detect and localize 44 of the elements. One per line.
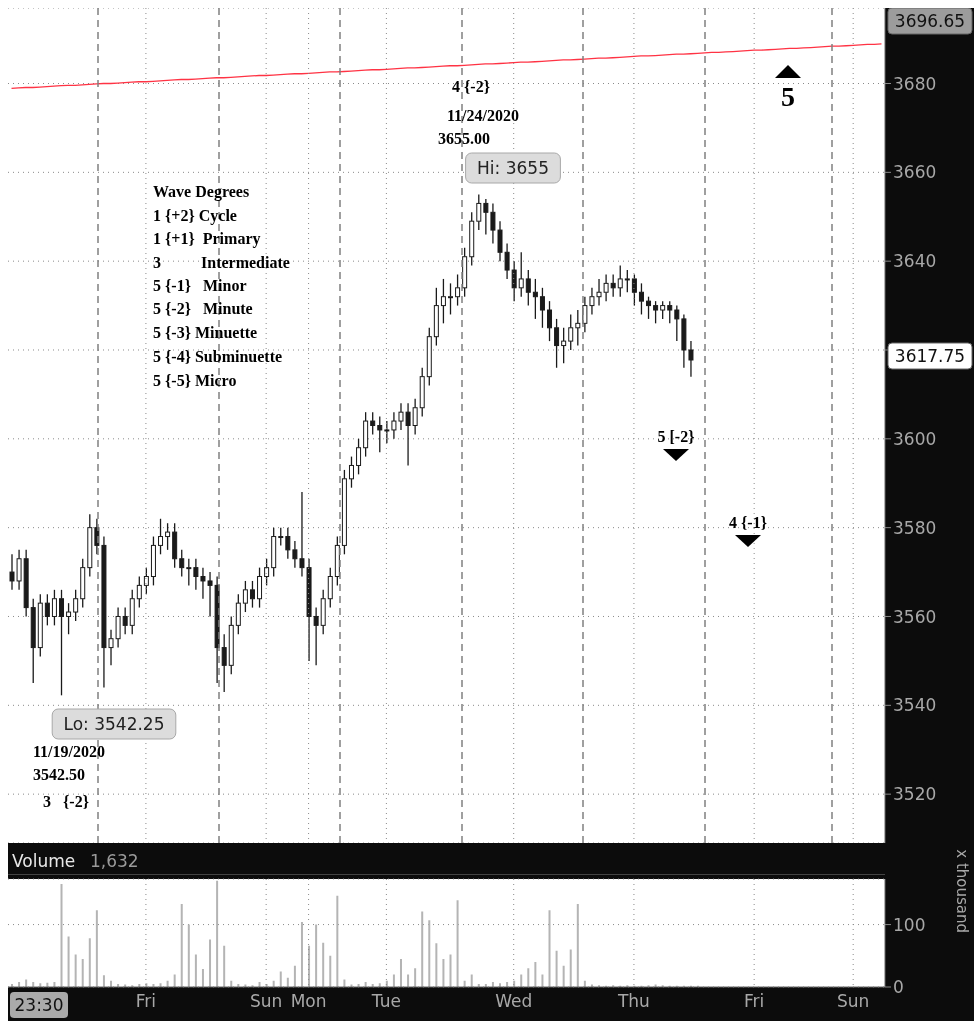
y-tick-label: 3520 <box>893 784 937 805</box>
y-tick-label: 3600 <box>893 428 937 449</box>
x-tick-label: Mon <box>290 991 327 1012</box>
annotation: 5 {-3} Minuette <box>153 323 258 341</box>
annotation: 3542.50 <box>33 765 85 783</box>
annotation: 5 {-5} Micro <box>153 371 237 389</box>
text: 3696.65 <box>894 11 966 31</box>
x-tick-label: Tue <box>370 991 401 1012</box>
x-tick-label: Sun <box>249 991 283 1012</box>
annotation: 1 {+2} Cycle <box>153 206 237 225</box>
y-tick-label: 3580 <box>893 517 937 538</box>
annotation: 5 {-2} Minute <box>153 299 253 317</box>
x-tick-label: Thu <box>616 991 650 1012</box>
y-axis-title: x thousand <box>952 849 971 933</box>
annotation: 5 [-2} <box>657 427 695 445</box>
annotation: Lo: 3542.25 <box>63 714 165 734</box>
y-tick-label: 3540 <box>893 695 937 716</box>
y-tick-label: 3640 <box>893 251 937 272</box>
annotation: 5 {-4} Subminuette <box>153 347 283 365</box>
annotation: 5 <box>781 80 795 112</box>
annotation: 3 Intermediate <box>153 253 290 271</box>
annotation: 11/19/2020 <box>33 742 106 760</box>
x-tick-label: Fri <box>744 991 765 1012</box>
annotation: Hi: 3655 <box>477 158 549 178</box>
text: 3617.75 <box>894 346 966 366</box>
y-tick-label: 3680 <box>893 73 937 94</box>
text: 23:30 <box>14 995 64 1015</box>
annotation: 3655.00 <box>438 129 490 147</box>
annotation: 1 {+1} Primary <box>153 229 261 248</box>
annotation: 11/24/2020 <box>446 106 520 124</box>
text: 1,632 <box>90 851 139 871</box>
chart-title: Volume <box>12 851 76 871</box>
y-tick-label: 3660 <box>893 162 937 183</box>
annotation: 5 {-1} Minor <box>153 276 247 294</box>
y-tick-label: 3560 <box>893 606 937 627</box>
annotation: 4 {-1} <box>729 513 767 531</box>
y-tick-label: 100 <box>893 914 926 935</box>
annotation: 3 {-2} <box>43 792 89 810</box>
x-tick-label: Fri <box>135 991 157 1012</box>
annotation: Wave Degrees <box>153 182 250 201</box>
annotation: 4 {-2} <box>452 77 490 95</box>
y-tick-label: 0 <box>893 977 904 998</box>
x-tick-label: Wed <box>495 991 533 1012</box>
x-tick-label: Sun <box>837 991 870 1012</box>
